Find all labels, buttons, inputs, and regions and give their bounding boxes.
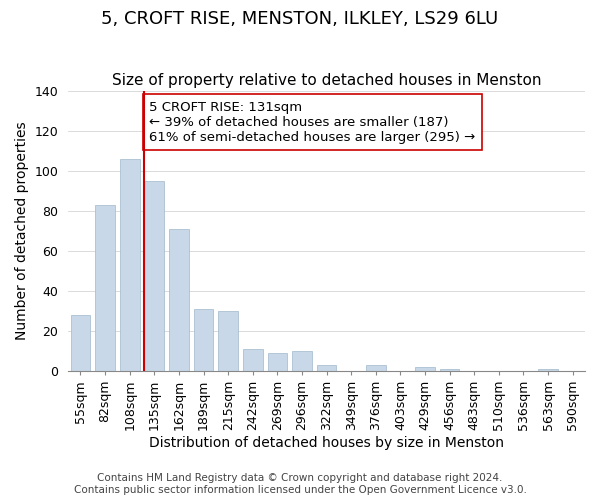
Bar (317, 365, 337, 371)
Bar (95, 204, 115, 371)
Text: 5, CROFT RISE, MENSTON, ILKLEY, LS29 6LU: 5, CROFT RISE, MENSTON, ILKLEY, LS29 6LU (101, 10, 499, 28)
Bar (415, 367, 435, 371)
Text: Contains HM Land Registry data © Crown copyright and database right 2024.
Contai: Contains HM Land Registry data © Crown c… (74, 474, 526, 495)
Bar (120, 158, 140, 371)
Bar (292, 351, 312, 371)
Bar (366, 365, 386, 371)
Title: Size of property relative to detached houses in Menston: Size of property relative to detached ho… (112, 73, 541, 88)
Bar (243, 349, 263, 371)
Bar (71, 315, 91, 371)
X-axis label: Distribution of detached houses by size in Menston: Distribution of detached houses by size … (149, 436, 504, 450)
Bar (268, 353, 287, 371)
Bar (440, 369, 460, 371)
Bar (145, 180, 164, 371)
Bar (194, 309, 214, 371)
Bar (538, 369, 558, 371)
Bar (169, 228, 189, 371)
Bar (218, 311, 238, 371)
Text: 5 CROFT RISE: 131sqm
← 39% of detached houses are smaller (187)
61% of semi-deta: 5 CROFT RISE: 131sqm ← 39% of detached h… (149, 100, 476, 144)
Y-axis label: Number of detached properties: Number of detached properties (15, 122, 29, 340)
